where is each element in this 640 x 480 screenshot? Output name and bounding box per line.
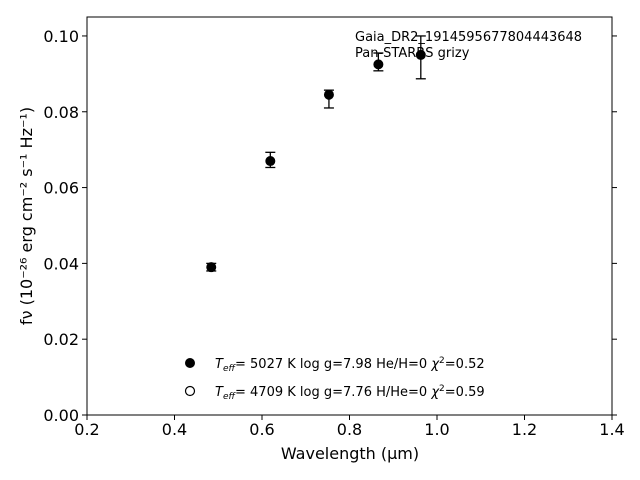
annotation-source-id: Gaia_DR2_1914595677804443648 bbox=[355, 30, 582, 45]
annotation-survey: Pan-STARRS grizy bbox=[355, 46, 470, 61]
y-tick-label: 0.02 bbox=[43, 330, 79, 349]
data-point bbox=[206, 262, 217, 273]
x-tick-label: 0.8 bbox=[337, 420, 362, 439]
y-axis-label: fν (10⁻²⁶ erg cm⁻² s⁻¹ Hz⁻¹) bbox=[17, 107, 36, 325]
x-tick-label: 1.0 bbox=[424, 420, 449, 439]
plot-frame bbox=[86, 16, 613, 416]
axis-tick-labels: 0.2 0.4 0.6 0.8 1.0 1.2 1.4 0.00 0.02 0.04 0.06 0.0… bbox=[43, 27, 624, 439]
x-axis-label: Wavelength (μm) bbox=[281, 444, 419, 463]
data-points bbox=[206, 49, 426, 273]
legend: Teff= 5027 K log g=7.98 He/H=0 χ2=0.52 T… bbox=[184, 356, 485, 402]
legend-marker-open bbox=[184, 385, 196, 397]
legend-entry-2: Teff= 4709 K log g=7.76 H/He=0 χ2=0.59 bbox=[215, 384, 485, 402]
legend-marker-filled bbox=[185, 358, 195, 368]
x-tick-label: 1.4 bbox=[599, 420, 624, 439]
data-point bbox=[323, 89, 334, 100]
x-tick-label: 0.4 bbox=[162, 420, 187, 439]
x-tick-label: 0.2 bbox=[74, 420, 99, 439]
y-tick-label: 0.00 bbox=[43, 406, 79, 425]
y-tick-label: 0.04 bbox=[43, 254, 79, 273]
y-tick-label: 0.06 bbox=[43, 179, 79, 198]
x-tick-label: 0.6 bbox=[249, 420, 274, 439]
y-tick-label: 0.08 bbox=[43, 103, 79, 122]
data-point bbox=[415, 49, 426, 60]
data-point bbox=[265, 156, 276, 167]
axis-ticks bbox=[82, 35, 617, 420]
error-bars bbox=[206, 35, 426, 272]
x-tick-label: 1.2 bbox=[512, 420, 537, 439]
data-point bbox=[373, 59, 384, 70]
legend-entry-1: Teff= 5027 K log g=7.98 He/H=0 χ2=0.52 bbox=[215, 356, 485, 374]
y-tick-label: 0.10 bbox=[43, 27, 79, 46]
